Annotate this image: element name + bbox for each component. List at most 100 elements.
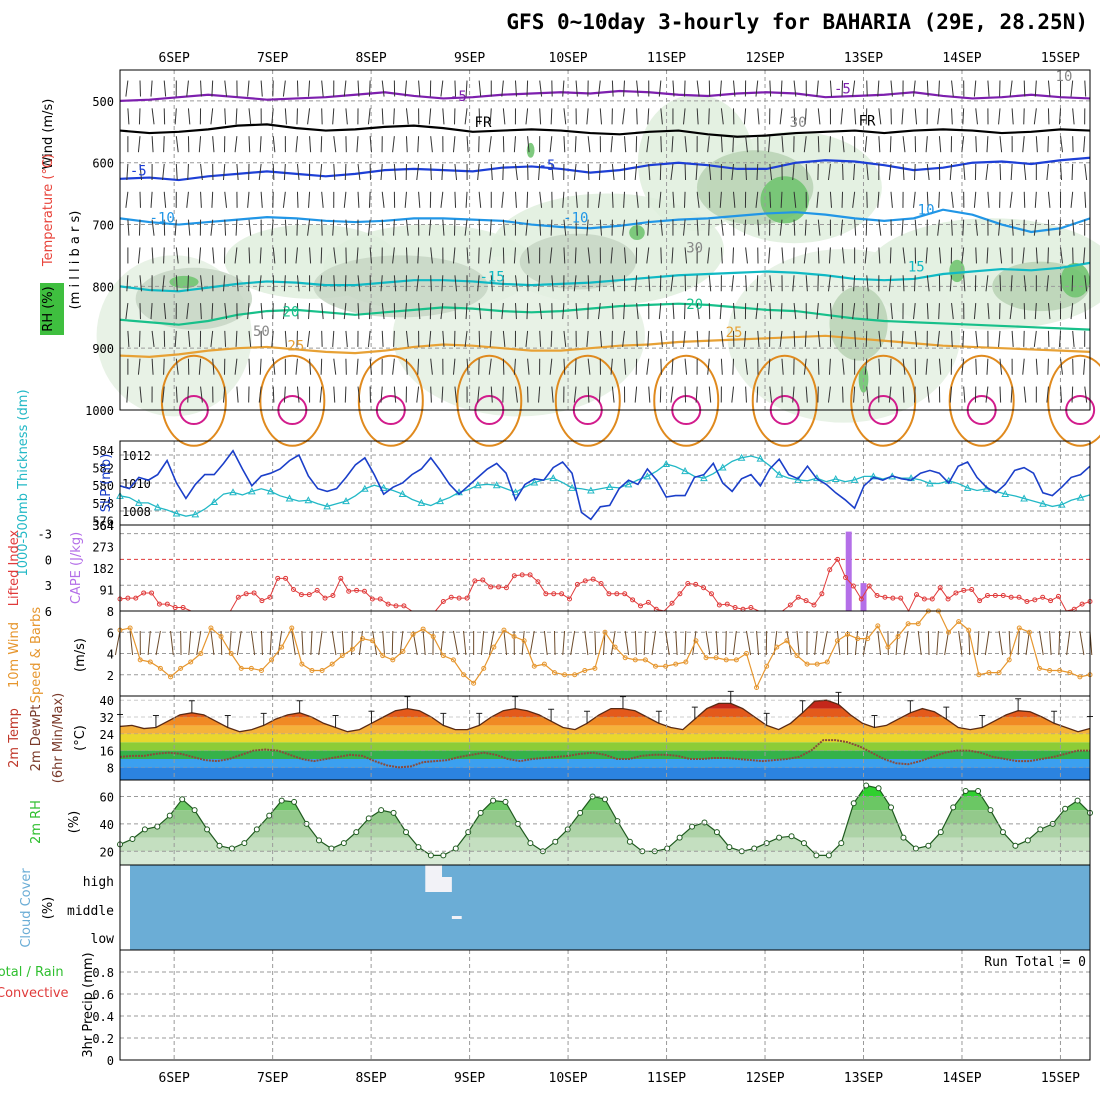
wind-barb (925, 358, 928, 375)
lifted-index-marker (251, 590, 257, 596)
rh-marker (552, 838, 559, 845)
wind-barb (623, 303, 625, 320)
wind-barb (490, 163, 493, 181)
wind-barb (901, 330, 904, 347)
wind-barb (539, 303, 543, 320)
wind-barb (138, 219, 141, 236)
thickness-marker (549, 474, 558, 482)
surface-wind-barb (1079, 630, 1085, 656)
wind-speed-marker (531, 663, 537, 669)
isotherm-label: -5 (450, 89, 467, 105)
wind-barb (708, 330, 710, 347)
wind-barb (938, 136, 942, 153)
isotherm-30 (456, 354, 523, 447)
thickness-marker (1001, 490, 1010, 498)
lifted-index-marker (1008, 594, 1014, 600)
rh-marker (925, 842, 932, 849)
wind-barb (527, 358, 530, 375)
thickness-marker (737, 453, 746, 461)
wind-speed-marker (491, 644, 497, 650)
rh-marker (1037, 826, 1044, 833)
wind-speed-marker (743, 651, 749, 656)
wind-barb (985, 163, 989, 181)
wind-barb (634, 386, 638, 403)
wind-barb (454, 191, 457, 208)
temp-tick: 40 (100, 694, 114, 708)
wind-barb (319, 275, 323, 292)
rh-high-shading (760, 176, 809, 224)
wind-barb (888, 386, 892, 403)
wind-barb (321, 191, 324, 208)
wind-speed-marker (380, 653, 386, 659)
wind-barb (162, 163, 165, 181)
wind-speed-marker (642, 657, 648, 663)
wind-barb (368, 80, 371, 97)
rh-marker (950, 804, 957, 811)
wind-speed-marker (855, 636, 861, 642)
isotherm-line (119, 302, 1091, 331)
wind-barb (428, 219, 432, 236)
rh-marker (390, 809, 397, 816)
wind-barb (271, 330, 274, 347)
lifted-index-marker (882, 594, 888, 600)
wind-barb (247, 80, 250, 97)
wind-barb (866, 275, 869, 292)
wind-barb (828, 247, 831, 264)
thickness-marker (756, 454, 765, 462)
rh-marker (776, 834, 783, 841)
wind-barb (174, 219, 177, 236)
lifted-index-marker (1032, 597, 1038, 603)
day-label-top: 7SEP (257, 51, 288, 66)
wind-barb (163, 247, 165, 264)
rh-marker (825, 852, 832, 859)
wind-barb (442, 330, 445, 347)
wind-barb (343, 191, 347, 208)
wind-barb (636, 191, 639, 208)
wind-speed-marker (774, 644, 780, 650)
wind-barb (137, 358, 141, 375)
wind-barb (212, 136, 215, 153)
wind-barb (381, 330, 384, 347)
wind-barb (975, 358, 977, 375)
wind-barb (1047, 247, 1049, 264)
wind-barb (307, 219, 311, 236)
wind-barb (708, 386, 712, 403)
wind-barb (186, 191, 189, 208)
wind-speed-marker (147, 659, 153, 665)
precip-tick: 0 (107, 1054, 114, 1068)
minmax-tick (1051, 710, 1058, 724)
wind-barb (660, 358, 662, 375)
wind-barb (381, 303, 385, 320)
lifted-index-marker (937, 585, 943, 591)
wind-barb (696, 219, 699, 236)
wind-barb (235, 108, 238, 125)
wind-barb (1072, 108, 1075, 125)
wind-barb (1071, 386, 1074, 403)
wind-speed-marker (663, 663, 669, 669)
rh-marker (278, 797, 285, 804)
wind-barb (938, 191, 940, 208)
wind-speed-marker (198, 651, 204, 656)
wind-barb (162, 275, 165, 292)
surface-wind-barb (917, 630, 922, 656)
lifted-index-marker (133, 595, 139, 601)
wind-barb (660, 136, 662, 153)
wind-barb (222, 386, 226, 403)
wind-barb (466, 136, 469, 153)
lifted-index-marker (858, 596, 864, 602)
wind-speed-marker (845, 631, 850, 637)
wind-barb (125, 303, 129, 320)
temp-band (120, 767, 1090, 780)
wind-speed-marker (693, 638, 699, 644)
lifted-index-marker (401, 603, 407, 609)
wind-barb (877, 191, 880, 208)
wind-barb (986, 358, 989, 375)
wind-barb (926, 191, 929, 208)
wind-axis-label: Wind (m/s) (41, 99, 56, 170)
wind-speed-marker (653, 663, 659, 669)
day-label-bottom: 11SEP (647, 1071, 686, 1086)
wind-barb (853, 163, 856, 181)
wind-barb (890, 303, 893, 320)
wind-barb (1023, 80, 1026, 97)
wind-barb (1023, 275, 1027, 292)
